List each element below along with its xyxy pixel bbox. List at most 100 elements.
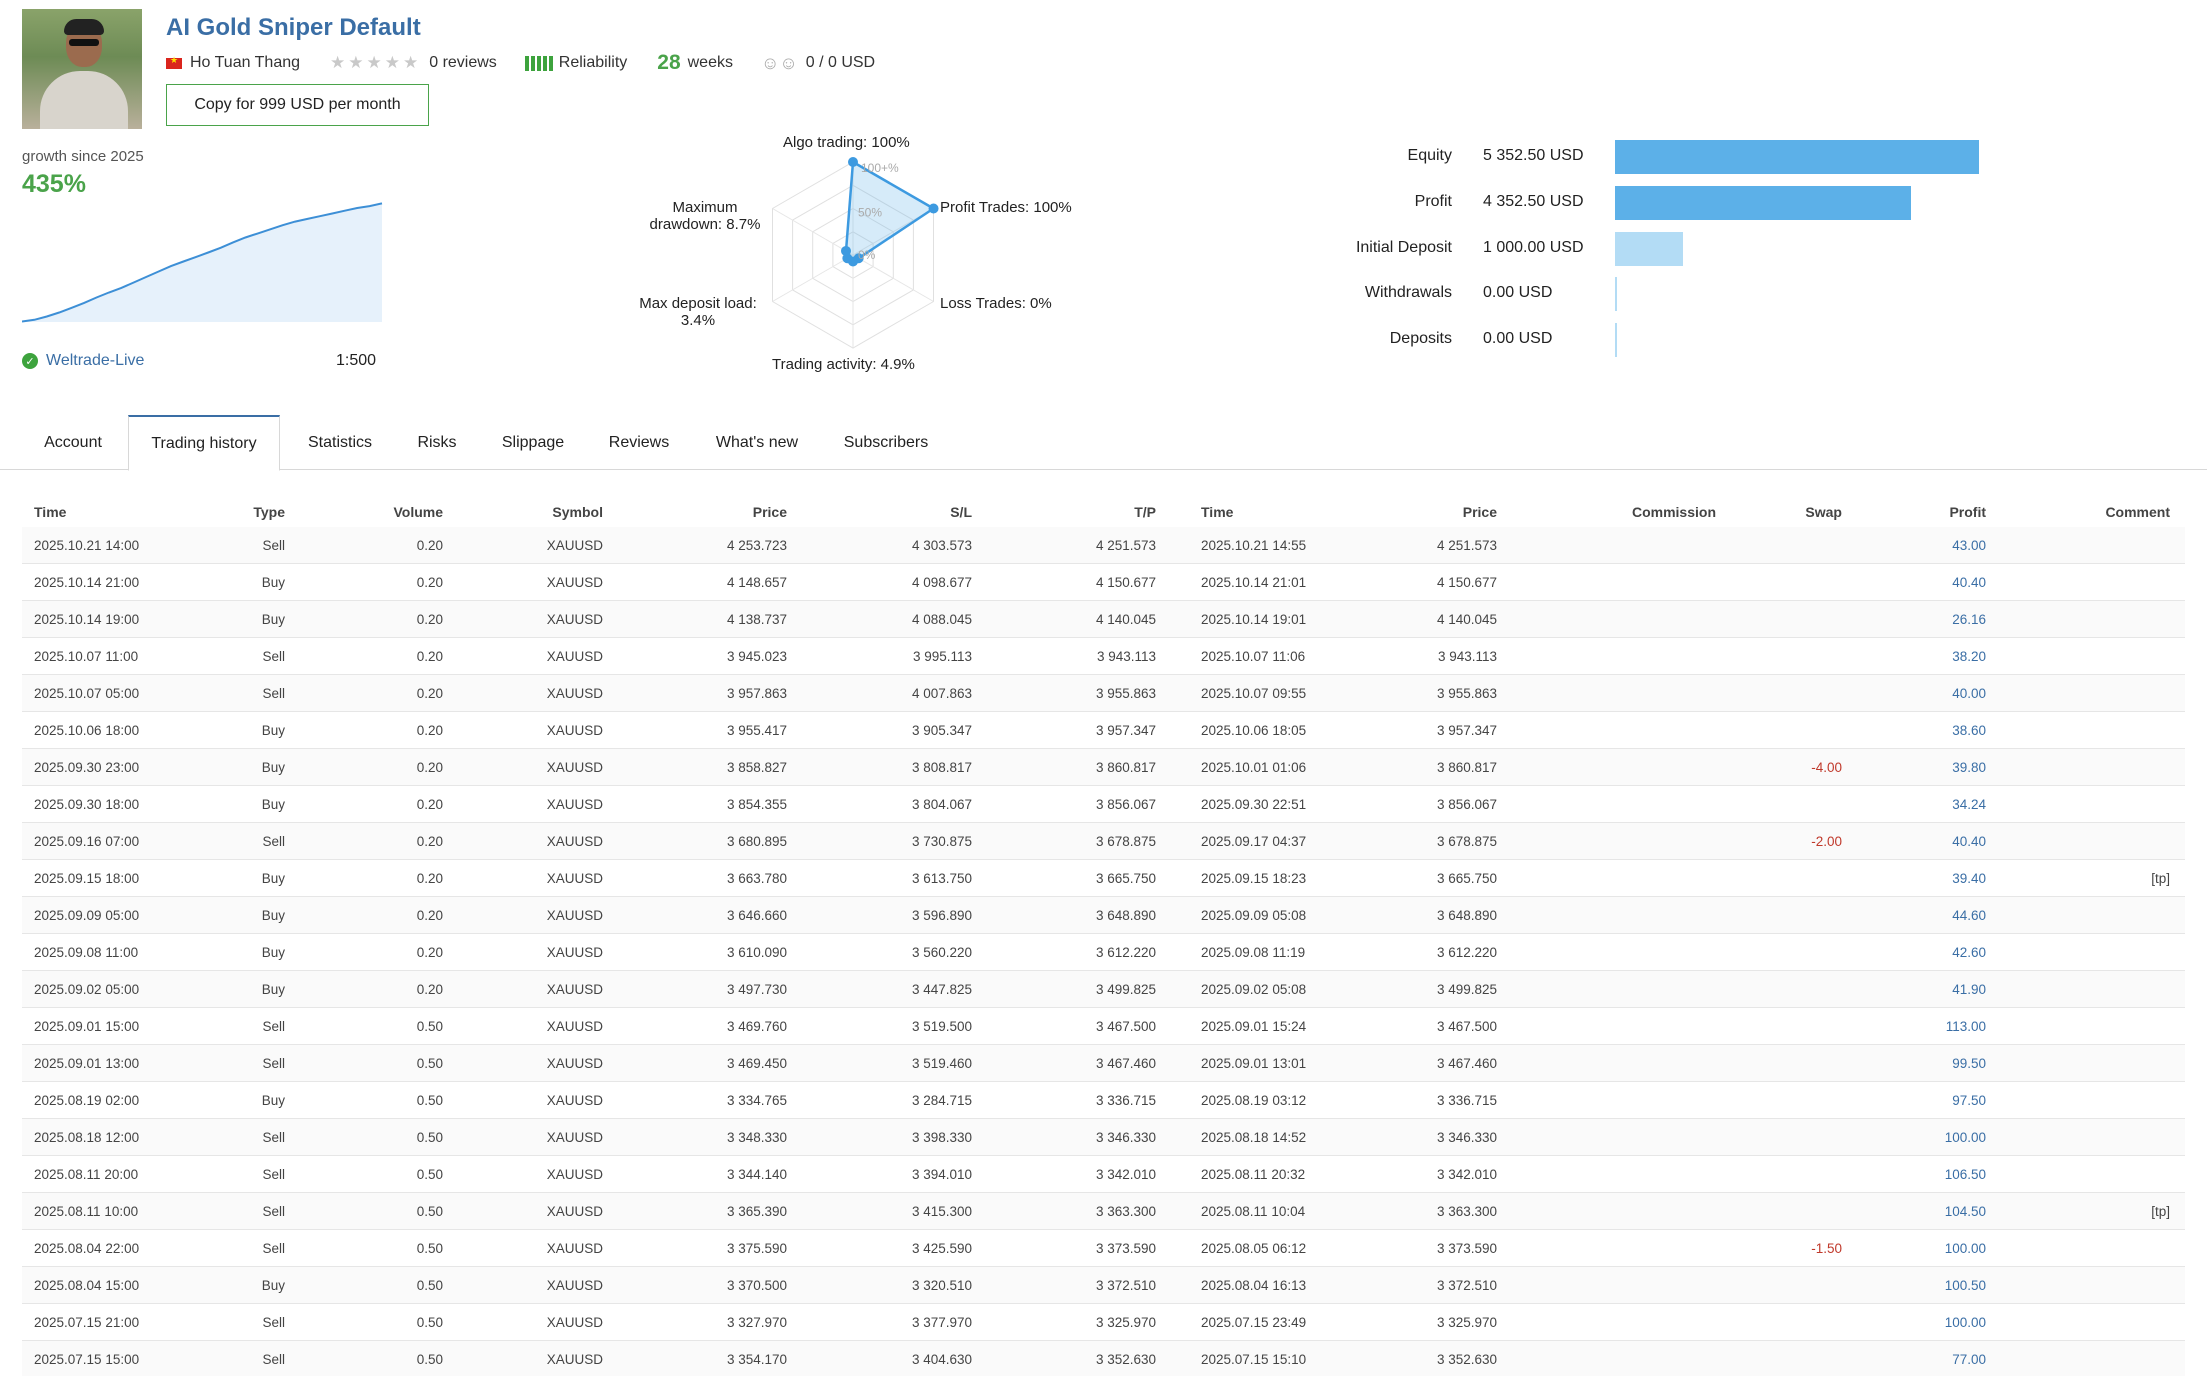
radar-point [840, 245, 851, 256]
copy-subscribe-button[interactable]: Copy for 999 USD per month [166, 84, 429, 126]
table-cell: 4 303.573 [911, 538, 972, 553]
radar-drawdown-value: drawdown: 8.7% [649, 216, 761, 233]
table-row[interactable]: 2025.09.30 18:00 Buy 0.20 XAUUSD 3 854.355 3 … [22, 786, 2185, 823]
table-cell: 2025.07.15 15:00 [34, 1352, 140, 1367]
table-row[interactable]: 2025.08.11 10:00 Sell 0.50 XAUUSD 3 365.390 3… [22, 1193, 2185, 1230]
table-row[interactable]: 2025.07.15 15:00 Sell 0.50 XAUUSD 3 354.170 3… [22, 1341, 2185, 1376]
table-cell: 2025.10.06 18:00 [34, 723, 140, 738]
table-row[interactable]: 2025.09.08 11:00 Buy 0.20 XAUUSD 3 610.090 3 … [22, 934, 2185, 971]
radar-tick-0: 0% [858, 248, 876, 262]
table-cell: 2025.09.01 15:24 [1201, 1019, 1307, 1034]
table-cell: 3 955.863 [1436, 686, 1497, 701]
tab-subscribers[interactable]: Subscribers [843, 433, 929, 451]
column-header[interactable]: Type [253, 504, 285, 520]
table-row[interactable]: 2025.09.09 05:00 Buy 0.20 XAUUSD 3 646.660 3 … [22, 897, 2185, 934]
table-cell: 0.20 [416, 871, 443, 886]
column-header[interactable]: Comment [2105, 504, 2170, 520]
table-cell: 3 467.460 [1436, 1056, 1497, 1071]
table-row[interactable]: 2025.09.16 07:00 Sell 0.20 XAUUSD 3 680.895 3… [22, 823, 2185, 860]
tab-risks[interactable]: Risks [417, 433, 457, 451]
table-cell: 2025.07.15 23:49 [1201, 1315, 1307, 1330]
table-row[interactable]: 2025.09.15 18:00 Buy 0.20 XAUUSD 3 663.780 3 … [22, 860, 2185, 897]
table-cell: XAUUSD [546, 797, 603, 812]
signal-meta: Ho Tuan Thang ★★★★★ 0 reviews Reliabilit… [166, 50, 875, 76]
column-header[interactable]: Price [1462, 504, 1497, 520]
balance-row: Withdrawals 0.00 USD [1300, 274, 2000, 314]
radar-label-algo: Algo trading: 100% [783, 134, 910, 151]
table-cell: 3 373.590 [1436, 1241, 1497, 1256]
table-cell: 2025.09.08 11:19 [1201, 945, 1306, 960]
column-header[interactable]: Time [1201, 504, 1234, 520]
column-header[interactable]: Swap [1805, 504, 1842, 520]
table-cell: 2025.08.18 12:00 [34, 1130, 140, 1145]
table-cell: XAUUSD [546, 1056, 603, 1071]
table-row[interactable]: 2025.09.01 13:00 Sell 0.50 XAUUSD 3 469.450 3… [22, 1045, 2185, 1082]
tab-trading-history[interactable]: Trading history [128, 415, 280, 471]
table-row[interactable]: 2025.09.01 15:00 Sell 0.50 XAUUSD 3 469.760 3… [22, 1008, 2185, 1045]
table-row[interactable]: 2025.10.07 11:00 Sell 0.20 XAUUSD 3 945.023 3… [22, 638, 2185, 675]
table-cell: 0.20 [416, 612, 443, 627]
broker-link[interactable]: ✓ Weltrade-Live [22, 352, 144, 370]
table-cell: Sell [262, 1130, 285, 1145]
growth-sparkline[interactable] [22, 172, 384, 324]
table-row[interactable]: 2025.08.18 12:00 Sell 0.50 XAUUSD 3 348.330 3… [22, 1119, 2185, 1156]
balance-value: 0.00 USD [1483, 284, 1553, 301]
tab-reviews[interactable]: Reviews [608, 433, 670, 451]
table-row[interactable]: 2025.08.04 15:00 Buy 0.50 XAUUSD 3 370.500 3 … [22, 1267, 2185, 1304]
table-row[interactable]: 2025.10.14 21:00 Buy 0.20 XAUUSD 4 148.657 4 … [22, 564, 2185, 601]
table-cell: Sell [262, 538, 285, 553]
radar-label-drawdown: Maximum drawdown: 8.7% [642, 199, 768, 233]
column-header[interactable]: Commission [1631, 504, 1716, 520]
table-row[interactable]: 2025.09.30 23:00 Buy 0.20 XAUUSD 3 858.827 3 … [22, 749, 2185, 786]
author-name[interactable]: Ho Tuan Thang [190, 54, 301, 71]
table-cell: 40.00 [1952, 686, 1986, 701]
table-cell: 2025.10.14 19:00 [34, 612, 140, 627]
table-cell: 39.80 [1952, 760, 1986, 775]
column-header[interactable]: Symbol [552, 504, 603, 520]
table-cell: 2025.08.11 10:00 [34, 1204, 139, 1219]
column-header[interactable]: S/L [950, 504, 972, 520]
table-cell: XAUUSD [546, 538, 603, 553]
table-cell: -4.00 [1811, 760, 1842, 775]
table-row[interactable]: 2025.10.14 19:00 Buy 0.20 XAUUSD 4 138.737 4 … [22, 601, 2185, 638]
table-row[interactable]: 2025.08.11 20:00 Sell 0.50 XAUUSD 3 344.140 3… [22, 1156, 2185, 1193]
table-cell: 3 804.067 [911, 797, 972, 812]
table-row[interactable]: 2025.07.15 21:00 Sell 0.50 XAUUSD 3 327.970 3… [22, 1304, 2185, 1341]
reviews-count[interactable]: 0 reviews [429, 54, 497, 71]
table-cell: 0.50 [416, 1093, 443, 1108]
table-cell: 43.00 [1952, 538, 1986, 553]
balance-row: Profit 4 352.50 USD [1300, 183, 2000, 223]
table-cell: 2025.09.30 22:51 [1201, 797, 1307, 812]
table-row[interactable]: 2025.08.04 22:00 Sell 0.50 XAUUSD 3 375.590 3… [22, 1230, 2185, 1267]
table-cell: 3 648.890 [1095, 908, 1156, 923]
table-row[interactable]: 2025.08.19 02:00 Buy 0.50 XAUUSD 3 334.765 3 … [22, 1082, 2185, 1119]
table-row[interactable]: 2025.09.02 05:00 Buy 0.20 XAUUSD 3 497.730 3 … [22, 971, 2185, 1008]
tab-whats-new[interactable]: What's new [715, 433, 799, 451]
table-cell: Buy [261, 797, 285, 812]
author-avatar[interactable] [22, 9, 142, 129]
signal-title[interactable]: AI Gold Sniper Default [166, 14, 421, 41]
column-header[interactable]: Volume [393, 504, 443, 520]
balance-label: Equity [1407, 147, 1452, 164]
tab-account[interactable]: Account [44, 433, 102, 451]
table-cell: XAUUSD [546, 575, 603, 590]
table-row[interactable]: 2025.10.21 14:00 Sell 0.20 XAUUSD 4 253.723 4… [22, 527, 2185, 564]
weeks-count: 28 [657, 51, 681, 74]
tab-slippage[interactable]: Slippage [501, 433, 565, 451]
table-cell: 3 336.715 [1436, 1093, 1497, 1108]
radar-axis [772, 254, 854, 302]
table-row[interactable]: 2025.10.06 18:00 Buy 0.20 XAUUSD 3 955.417 3 … [22, 712, 2185, 749]
table-cell: XAUUSD [546, 1352, 603, 1367]
table-row[interactable]: 2025.10.07 05:00 Sell 0.20 XAUUSD 3 957.863 4… [22, 675, 2185, 712]
table-cell: 3 346.330 [1436, 1130, 1497, 1145]
column-header[interactable]: Profit [1949, 504, 1986, 520]
column-header[interactable]: T/P [1134, 504, 1156, 520]
table-cell: 0.20 [416, 908, 443, 923]
tab-statistics[interactable]: Statistics [307, 433, 372, 451]
balance-row: Equity 5 352.50 USD [1300, 137, 2000, 177]
table-cell: 0.50 [416, 1167, 443, 1182]
broker-name[interactable]: Weltrade-Live [46, 352, 145, 369]
table-cell: 2025.09.01 13:01 [1201, 1056, 1307, 1071]
column-header[interactable]: Time [34, 504, 67, 520]
column-header[interactable]: Price [752, 504, 787, 520]
